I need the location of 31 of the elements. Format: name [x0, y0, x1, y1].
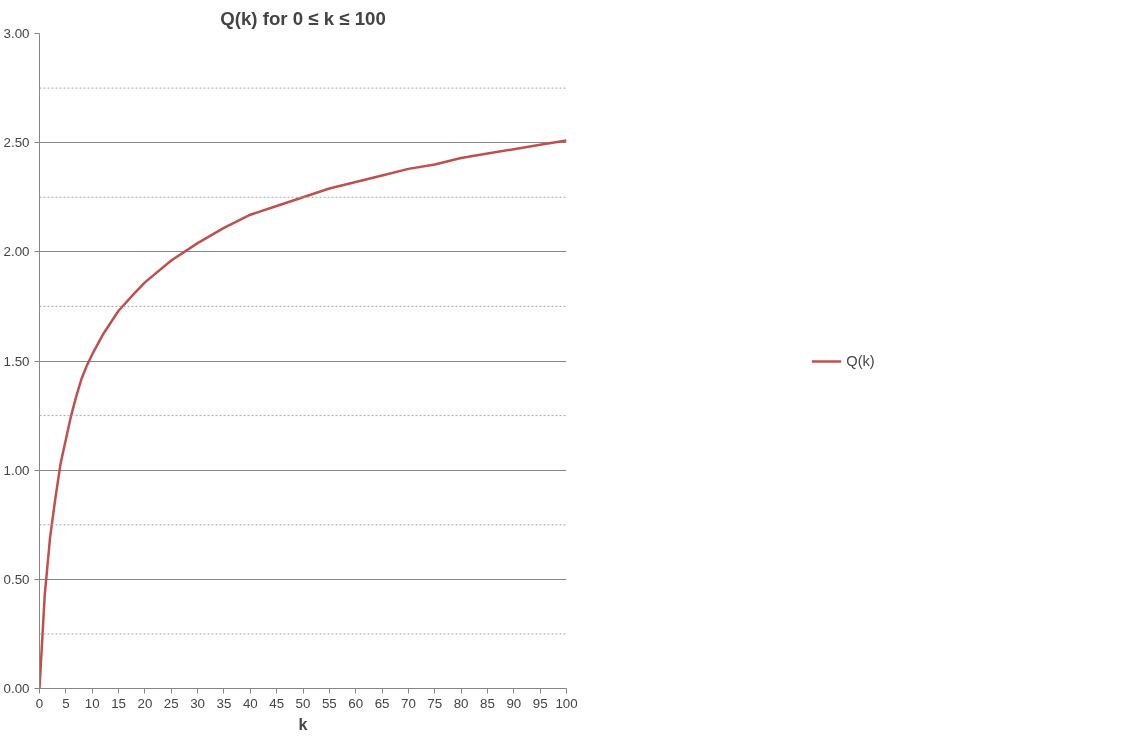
x-tick-label: 70 [400, 695, 416, 711]
y-tick-label: 0.00 [3, 681, 30, 696]
x-tick-label: 55 [321, 695, 337, 711]
x-tick-label: 85 [480, 695, 495, 711]
x-tick-label: 20 [137, 695, 153, 711]
x-tick-label: 30 [190, 695, 206, 711]
x-tick-label: 5 [62, 695, 70, 711]
x-tick-label: 60 [348, 695, 364, 711]
x-tick-label: 65 [374, 695, 390, 711]
y-tick-label: 2.00 [3, 244, 30, 260]
x-tick-label: 0 [35, 695, 44, 711]
y-tick-label: 0.50 [3, 571, 30, 587]
legend-label: Q(k) [846, 352, 875, 369]
x-tick-label: 45 [269, 695, 285, 711]
y-tick-label: 3.00 [3, 26, 30, 41]
y-tick-label: 1.50 [3, 353, 30, 369]
x-tick-label: 10 [84, 695, 100, 711]
x-tick-label: 75 [427, 695, 443, 711]
chart-title: Q(k) for 0 ≤ k ≤ 100 [220, 7, 386, 29]
x-tick-label: 15 [111, 695, 126, 711]
x-tick-label: 95 [532, 695, 548, 711]
x-tick-label: 40 [242, 695, 258, 711]
x-tick-label: 35 [216, 695, 232, 711]
y-tick-label: 1.00 [3, 462, 30, 478]
y-tick-label: 2.50 [3, 135, 30, 151]
x-tick-label: 50 [295, 695, 311, 711]
x-tick-label: 100 [555, 695, 578, 711]
x-tick-label: 25 [163, 695, 179, 711]
x-tick-label: 90 [506, 695, 522, 711]
x-tick-label: 80 [453, 695, 469, 711]
x-axis-title: k [298, 715, 308, 733]
